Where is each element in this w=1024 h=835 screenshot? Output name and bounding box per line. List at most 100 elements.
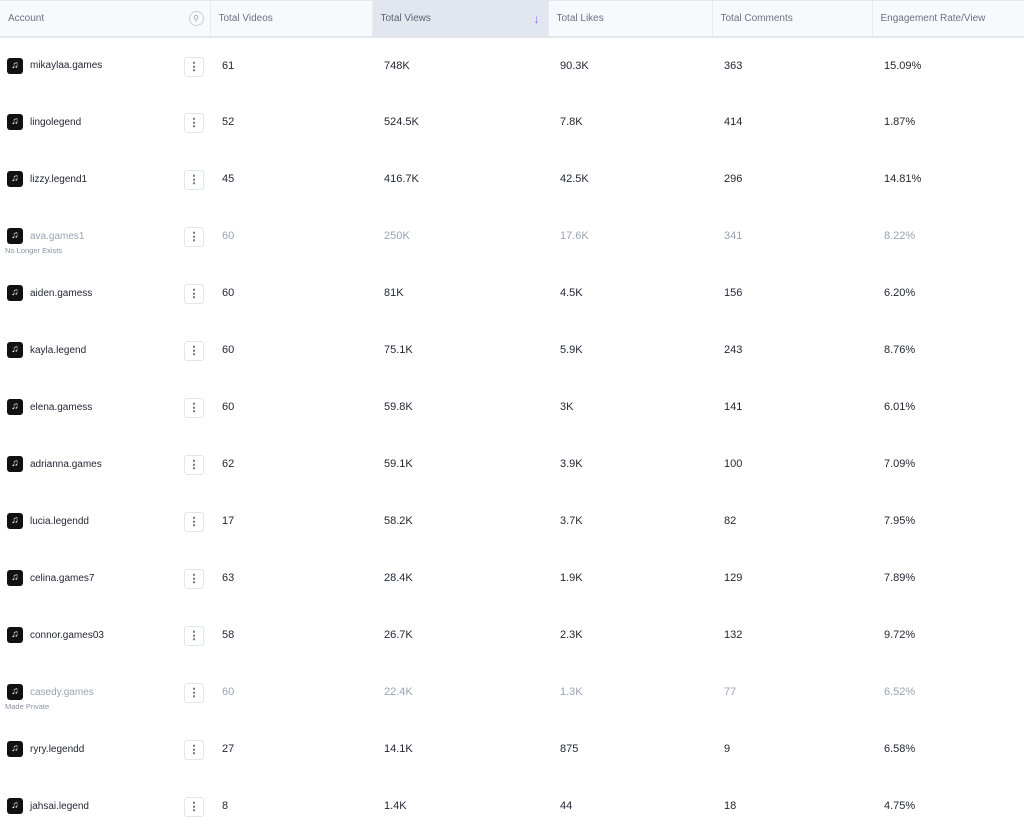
total-likes-cell: 4.5K: [560, 287, 583, 299]
engagement-rate-cell: 8.76%: [884, 344, 916, 356]
total-likes-cell: 1.9K: [560, 572, 583, 584]
header-engagement-rate[interactable]: Engagement Rate/View: [872, 0, 1024, 38]
table-row[interactable]: ♫ connor.games03 ⋮ 58 26.7K 2.3K 132 9.72%: [0, 607, 1024, 664]
total-comments-cell: 363: [724, 59, 743, 72]
account-name[interactable]: ryry.legendd: [30, 743, 85, 755]
table-row[interactable]: ♫ celina.games7 ⋮ 63 28.4K 1.9K 129 7.89%: [0, 550, 1024, 607]
account-name[interactable]: connor.games03: [30, 629, 104, 641]
account-name[interactable]: kayla.legend: [30, 344, 87, 356]
total-comments-cell: 18: [724, 800, 737, 812]
header-label: Total Views: [380, 12, 431, 24]
table-row[interactable]: ♫ aiden.gamess ⋮ 60 81K 4.5K 156 6.20%: [0, 265, 1024, 322]
more-options-button[interactable]: ⋮: [184, 511, 204, 532]
total-views-cell: 59.8K: [384, 401, 413, 413]
account-name[interactable]: casedy.games: [30, 686, 94, 698]
more-options-button[interactable]: ⋮: [184, 739, 204, 760]
total-comments-cell: 341: [724, 230, 743, 242]
total-likes-cell: 3K: [560, 401, 574, 413]
table-row[interactable]: ♫ lingolegend ⋮ 52 524.5K 7.8K 414 1.87%: [0, 94, 1024, 151]
more-options-button[interactable]: ⋮: [184, 340, 204, 361]
account-cell: ♫ lucia.legendd ⋮: [0, 493, 210, 550]
table-row[interactable]: ♫ mikaylaa.games ⋮ 61 748K 90.3K 363 15.09…: [0, 37, 1024, 94]
tiktok-icon: ♫: [7, 285, 23, 301]
account-name[interactable]: celina.games7: [30, 572, 95, 584]
more-options-button[interactable]: ⋮: [184, 56, 204, 77]
total-likes-cell: 90.3K: [560, 59, 589, 72]
account-cell: ♫ mikaylaa.games ⋮: [0, 37, 210, 94]
more-options-button[interactable]: ⋮: [184, 796, 204, 817]
account-name[interactable]: lucia.legendd: [30, 515, 89, 527]
more-options-button[interactable]: ⋮: [184, 397, 204, 418]
engagement-rate-cell: 7.89%: [884, 572, 916, 584]
engagement-rate-cell: 7.95%: [884, 515, 916, 527]
account-name[interactable]: elena.gamess: [30, 401, 93, 413]
account-name[interactable]: lizzy.legend1: [30, 173, 88, 185]
total-comments-cell: 141: [724, 401, 743, 413]
table-row[interactable]: ♫ ava.games1 No Longer Exists ⋮ 60 250K 17.…: [0, 208, 1024, 265]
total-views-cell: 14.1K: [384, 743, 413, 755]
total-views-cell: 524.5K: [384, 116, 419, 128]
total-views-cell: 22.4K: [384, 686, 413, 698]
total-likes-cell: 7.8K: [560, 116, 583, 128]
search-icon[interactable]: ⚲: [188, 11, 204, 26]
total-comments-cell: 296: [724, 173, 743, 185]
total-videos-cell: 60: [222, 344, 235, 356]
total-videos-cell: 45: [222, 173, 235, 185]
header-total-views[interactable]: Total Views ↓: [372, 0, 549, 38]
table-row[interactable]: ♫ lucia.legendd ⋮ 17 58.2K 3.7K 82 7.95%: [0, 493, 1024, 550]
total-views-cell: 748K: [384, 59, 410, 72]
total-comments-cell: 129: [724, 572, 743, 584]
table-row[interactable]: ♫ ryry.legendd ⋮ 27 14.1K 875 9 6.58%: [0, 721, 1024, 778]
account-cell: ♫ connor.games03 ⋮: [0, 607, 210, 664]
header-account[interactable]: Account ⚲: [0, 0, 211, 38]
more-options-button[interactable]: ⋮: [184, 112, 204, 133]
table-row[interactable]: ♫ kayla.legend ⋮ 60 75.1K 5.9K 243 8.76%: [0, 322, 1024, 379]
account-name[interactable]: lingolegend: [30, 116, 82, 128]
tiktok-icon: ♫: [7, 684, 23, 700]
account-name[interactable]: ava.games1: [30, 230, 85, 242]
total-comments-cell: 100: [724, 458, 743, 470]
more-options-button[interactable]: ⋮: [184, 283, 204, 304]
total-comments-cell: 82: [724, 515, 737, 527]
account-status: No Longer Exists: [5, 245, 63, 255]
engagement-rate-cell: 6.01%: [884, 401, 916, 413]
more-options-button[interactable]: ⋮: [184, 454, 204, 475]
more-options-button[interactable]: ⋮: [184, 625, 204, 646]
account-cell: ♫ jahsai.legend ⋮: [0, 778, 210, 835]
header-total-videos[interactable]: Total Videos: [210, 0, 373, 38]
account-cell: ♫ kayla.legend ⋮: [0, 322, 210, 379]
account-name[interactable]: aiden.gamess: [30, 287, 93, 299]
tiktok-icon: ♫: [7, 114, 23, 130]
more-options-button[interactable]: ⋮: [184, 226, 204, 247]
engagement-rate-cell: 1.87%: [884, 116, 916, 128]
account-name[interactable]: jahsai.legend: [30, 800, 89, 812]
total-views-cell: 1.4K: [384, 800, 407, 812]
more-options-button[interactable]: ⋮: [184, 169, 204, 190]
engagement-rate-cell: 6.20%: [884, 287, 916, 299]
total-comments-cell: 156: [724, 287, 743, 299]
tiktok-icon: ♫: [7, 342, 23, 358]
total-views-cell: 416.7K: [384, 173, 419, 185]
engagement-rate-cell: 9.72%: [884, 629, 916, 641]
total-videos-cell: 58: [222, 629, 235, 641]
sort-down-arrow-icon[interactable]: ↓: [533, 12, 540, 26]
more-options-button[interactable]: ⋮: [184, 682, 204, 703]
table-row[interactable]: ♫ jahsai.legend ⋮ 8 1.4K 44 18 4.75%: [0, 778, 1024, 835]
header-total-comments[interactable]: Total Comments: [712, 0, 873, 38]
tiktok-icon: ♫: [7, 798, 23, 814]
header-total-likes[interactable]: Total Likes: [548, 0, 713, 38]
account-name[interactable]: adrianna.games: [30, 458, 102, 470]
table-row[interactable]: ♫ casedy.games Made Private ⋮ 60 22.4K 1.3K…: [0, 664, 1024, 721]
total-likes-cell: 44: [560, 800, 573, 812]
total-comments-cell: 243: [724, 344, 743, 356]
total-comments-cell: 77: [724, 686, 737, 698]
account-cell: ♫ lizzy.legend1 ⋮: [0, 151, 210, 208]
more-options-button[interactable]: ⋮: [184, 568, 204, 589]
account-name[interactable]: mikaylaa.games: [30, 60, 103, 71]
table-row[interactable]: ♫ lizzy.legend1 ⋮ 45 416.7K 42.5K 296 14.8…: [0, 151, 1024, 208]
total-comments-cell: 414: [724, 116, 743, 128]
total-likes-cell: 17.6K: [560, 230, 589, 242]
table-row[interactable]: ♫ elena.gamess ⋮ 60 59.8K 3K 141 6.01%: [0, 379, 1024, 436]
table-row[interactable]: ♫ adrianna.games ⋮ 62 59.1K 3.9K 100 7.09%: [0, 436, 1024, 493]
